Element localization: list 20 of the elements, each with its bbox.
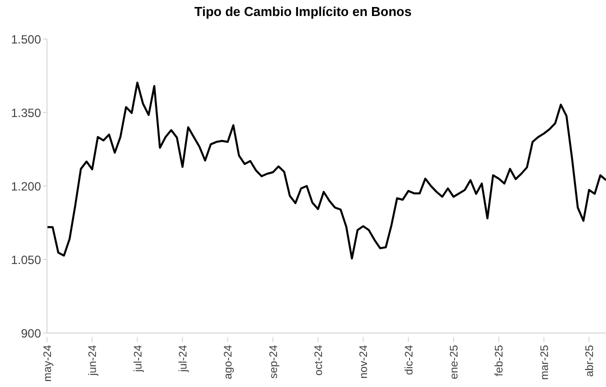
line-series bbox=[46, 82, 606, 260]
x-tick-label: ene-25 bbox=[448, 345, 461, 380]
x-tick-label: abr-25 bbox=[584, 345, 596, 377]
y-tick-label: 1.500 bbox=[10, 32, 42, 46]
x-tick-label: ago-24 bbox=[222, 345, 235, 380]
y-tick-label: 1.350 bbox=[10, 106, 42, 120]
y-tick-label: 1.200 bbox=[10, 179, 42, 194]
x-tick-label: jun-24 bbox=[87, 345, 100, 377]
x-tick-label: may-24 bbox=[42, 345, 54, 382]
x-tick-label: feb-25 bbox=[494, 345, 506, 376]
x-tick-label: dic-24 bbox=[403, 345, 416, 375]
y-tick-label: 1.050 bbox=[10, 252, 42, 267]
x-tick-label: nov-24 bbox=[358, 345, 370, 379]
x-tick-label: sep-24 bbox=[268, 345, 280, 379]
x-tick-label: oct-24 bbox=[313, 345, 326, 376]
y-tick-label: 900 bbox=[20, 326, 42, 340]
x-tick-label: jul-24 bbox=[132, 345, 144, 373]
x-tick-label: mar-25 bbox=[538, 345, 551, 380]
x-tick-label: jul-24 bbox=[178, 345, 190, 373]
chart-title: Tipo de Cambio Implícito en Bonos bbox=[193, 4, 413, 19]
